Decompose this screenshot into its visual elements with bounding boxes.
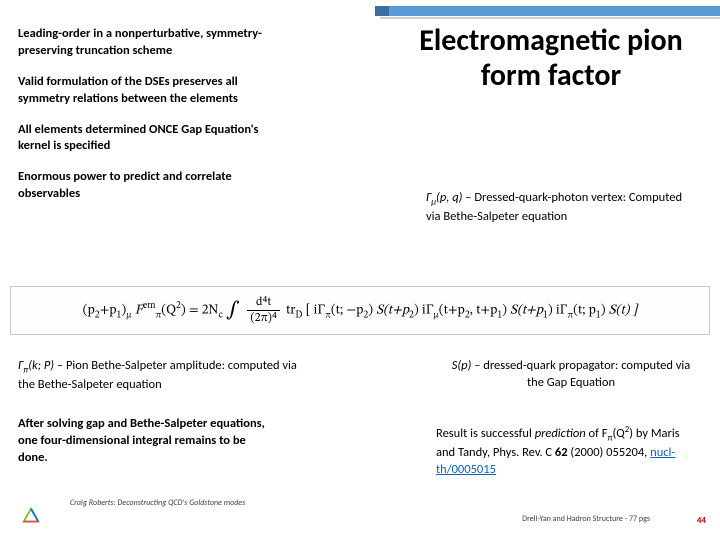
eq-fraction: d⁴t (2π)⁴	[247, 295, 279, 326]
left-column: Leading-order in a nonperturbative, symm…	[18, 26, 278, 217]
eq-seg3-args: (t; p	[573, 305, 596, 318]
left-para-3: All elements determined ONCE Gap Equatio…	[18, 122, 278, 156]
eq-seg1-G: Γ	[317, 305, 325, 318]
propagator-text: – dressed-quark propagator: computed via…	[471, 358, 690, 390]
eq-S3: S(t) ]	[609, 305, 638, 318]
eq-seg2-close: )	[502, 305, 510, 318]
eq-lhs-mu: μ	[126, 311, 131, 320]
bsa-args: (k; P)	[28, 358, 54, 373]
bsa-text: – Pion Bethe-Salpeter amplitude: compute…	[18, 358, 297, 392]
eq-seg1-args: (t; −p	[331, 305, 364, 318]
result-volume: 62	[555, 445, 568, 460]
main-equation: (p2+p1)μ Femπ(Q2) = 2Nc ∫ d⁴t (2π)⁴ trD …	[10, 286, 710, 335]
result-note: Result is successful prediction of Fπ(Q2…	[436, 424, 696, 479]
eq-Fem-arg: (Q	[161, 305, 176, 318]
eq-tr-sub: D	[295, 311, 302, 320]
result-prediction: prediction	[535, 426, 586, 441]
eq-Fem-argclose: ) = 2N	[181, 305, 219, 318]
eq-frac-num: d⁴t	[247, 295, 279, 311]
vertex-args: (p, q)	[436, 190, 462, 205]
eq-integral: ∫	[226, 300, 244, 320]
eq-seg1-close: )	[368, 305, 376, 318]
slide-title: Electromagnetic pion form factor	[406, 24, 696, 93]
left-para-2: Valid formulation of the DSEs preserves …	[18, 74, 278, 108]
eq-tr: tr	[286, 305, 295, 318]
result-arg: (Q	[612, 426, 624, 441]
header-underline	[380, 17, 720, 19]
header-bar	[380, 6, 720, 16]
result-pre: Result is successful	[436, 426, 535, 441]
result-mid: of F	[586, 426, 608, 441]
eq-frac-den: (2π)⁴	[247, 311, 279, 326]
eq-seg2-mid: , t+p	[470, 305, 498, 318]
page-number: 44	[697, 515, 706, 526]
logo-icon	[20, 506, 42, 528]
propagator-note: S(p) – dressed-quark propagator: compute…	[446, 358, 696, 392]
bsa-note: Γπ(k; P) – Pion Bethe-Salpeter amplitude…	[18, 358, 298, 394]
eq-S2-close: )	[548, 305, 556, 318]
eq-seg3-close: )	[601, 305, 609, 318]
eq-S1: S(t+p	[376, 305, 409, 318]
propagator-symbol: S(p)	[452, 358, 472, 373]
integral-note: After solving gap and Bethe-Salpeter equ…	[18, 416, 278, 467]
header-bar-accent	[375, 6, 389, 16]
eq-S1-close: )	[414, 305, 422, 318]
eq-Nc-sub: c	[218, 311, 222, 320]
eq-S2: S(t+p	[510, 305, 543, 318]
eq-Fem-sup: em	[143, 302, 156, 311]
vertex-note: Γμ(p, q) – Dressed-quark-photon vertex: …	[426, 190, 696, 226]
footer-left: Craig Roberts: Deconstructing QCD's Gold…	[70, 498, 245, 508]
eq-seg1-open: [ i	[306, 305, 318, 318]
eq-seg3-G: iΓ	[556, 305, 568, 318]
eq-lhs-a: (p	[83, 305, 95, 318]
eq-lhs-b: +p	[100, 305, 117, 318]
left-para-1: Leading-order in a nonperturbative, symm…	[18, 26, 278, 60]
footer-right: Drell-Yan and Hadron Structure - 77 pgs	[522, 514, 650, 524]
vertex-text: – Dressed-quark-photon vertex: Computed …	[426, 190, 682, 224]
result-tail: (2000) 055204,	[568, 445, 651, 460]
left-para-4: Enormous power to predict and correlate …	[18, 169, 278, 203]
eq-Fem: F	[135, 305, 143, 318]
eq-seg2-G: iΓ	[422, 305, 434, 318]
eq-seg2-args: (t+p	[439, 305, 465, 318]
